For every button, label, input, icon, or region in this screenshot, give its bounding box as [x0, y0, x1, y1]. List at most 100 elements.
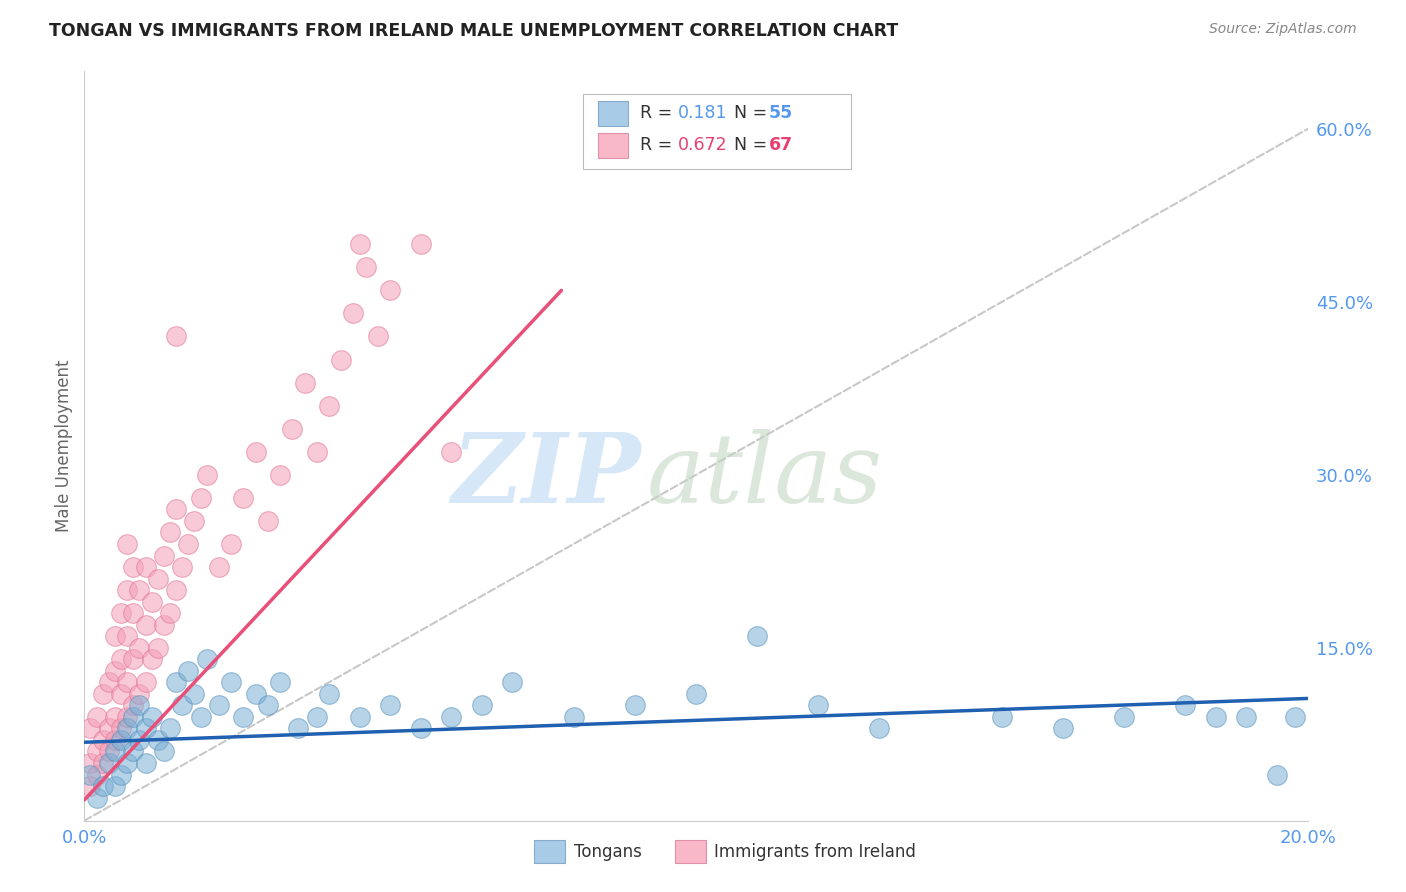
Point	[79, 779, 101, 793]
Point	[122, 744, 145, 758]
Point	[269, 467, 291, 482]
Point	[190, 491, 212, 505]
Point	[91, 687, 114, 701]
Point	[141, 652, 163, 666]
Point	[440, 444, 463, 458]
Point	[1265, 767, 1288, 781]
Point	[128, 640, 150, 655]
Point	[172, 698, 194, 713]
Text: atlas: atlas	[647, 429, 883, 523]
Point	[1052, 722, 1074, 736]
Point	[122, 652, 145, 666]
Point	[110, 687, 132, 701]
Point	[79, 756, 101, 770]
Point	[141, 594, 163, 608]
Point	[122, 698, 145, 713]
Point	[110, 767, 132, 781]
Point	[190, 710, 212, 724]
Text: 0.181: 0.181	[678, 104, 727, 122]
Point	[135, 756, 157, 770]
Point	[1284, 710, 1306, 724]
Point	[115, 722, 138, 736]
Point	[747, 629, 769, 643]
Point	[141, 710, 163, 724]
Point	[86, 790, 108, 805]
Point	[104, 779, 127, 793]
Text: 0.672: 0.672	[678, 136, 727, 154]
Point	[135, 560, 157, 574]
Point	[135, 722, 157, 736]
Point	[159, 525, 181, 540]
Point	[257, 514, 280, 528]
Point	[440, 710, 463, 724]
Point	[1114, 710, 1136, 724]
Point	[153, 549, 176, 563]
Point	[471, 698, 494, 713]
Point	[115, 710, 138, 724]
Point	[183, 514, 205, 528]
Point	[409, 237, 432, 252]
Text: R =: R =	[640, 136, 678, 154]
Point	[159, 722, 181, 736]
Point	[177, 664, 200, 678]
Point	[287, 722, 309, 736]
Point	[177, 537, 200, 551]
Point	[183, 687, 205, 701]
Point	[380, 698, 402, 713]
Point	[219, 537, 242, 551]
Point	[869, 722, 891, 736]
Point	[135, 675, 157, 690]
Point	[135, 617, 157, 632]
Point	[104, 629, 127, 643]
Text: N =: N =	[734, 104, 768, 122]
Point	[1205, 710, 1227, 724]
Point	[305, 444, 328, 458]
Point	[153, 617, 176, 632]
Point	[97, 675, 120, 690]
Point	[354, 260, 377, 275]
Point	[281, 422, 304, 436]
Point	[122, 560, 145, 574]
Point	[128, 687, 150, 701]
Text: Immigrants from Ireland: Immigrants from Ireland	[714, 843, 917, 861]
Point	[1236, 710, 1258, 724]
Point	[305, 710, 328, 724]
Point	[318, 687, 340, 701]
Y-axis label: Male Unemployment: Male Unemployment	[55, 359, 73, 533]
Point	[349, 237, 371, 252]
Point	[115, 756, 138, 770]
Point	[245, 687, 267, 701]
Point	[97, 722, 120, 736]
Point	[122, 710, 145, 724]
Point	[115, 629, 138, 643]
Point	[232, 710, 254, 724]
Point	[115, 537, 138, 551]
Point	[115, 675, 138, 690]
Point	[165, 502, 187, 516]
Point	[79, 767, 101, 781]
Point	[91, 779, 114, 793]
Point	[128, 698, 150, 713]
Text: Tongans: Tongans	[574, 843, 641, 861]
Point	[115, 583, 138, 598]
Point	[807, 698, 830, 713]
Point	[562, 710, 585, 724]
Point	[159, 606, 181, 620]
Point	[208, 560, 231, 574]
Point	[380, 284, 402, 298]
Point	[91, 733, 114, 747]
Point	[104, 664, 127, 678]
Point	[110, 606, 132, 620]
Point	[97, 744, 120, 758]
Point	[367, 329, 389, 343]
Point	[146, 733, 169, 747]
Point	[172, 560, 194, 574]
Point	[269, 675, 291, 690]
Point	[245, 444, 267, 458]
Point	[232, 491, 254, 505]
Point	[208, 698, 231, 713]
Point	[79, 722, 101, 736]
Point	[342, 306, 364, 320]
Point	[1174, 698, 1197, 713]
Text: ZIP: ZIP	[451, 429, 641, 523]
